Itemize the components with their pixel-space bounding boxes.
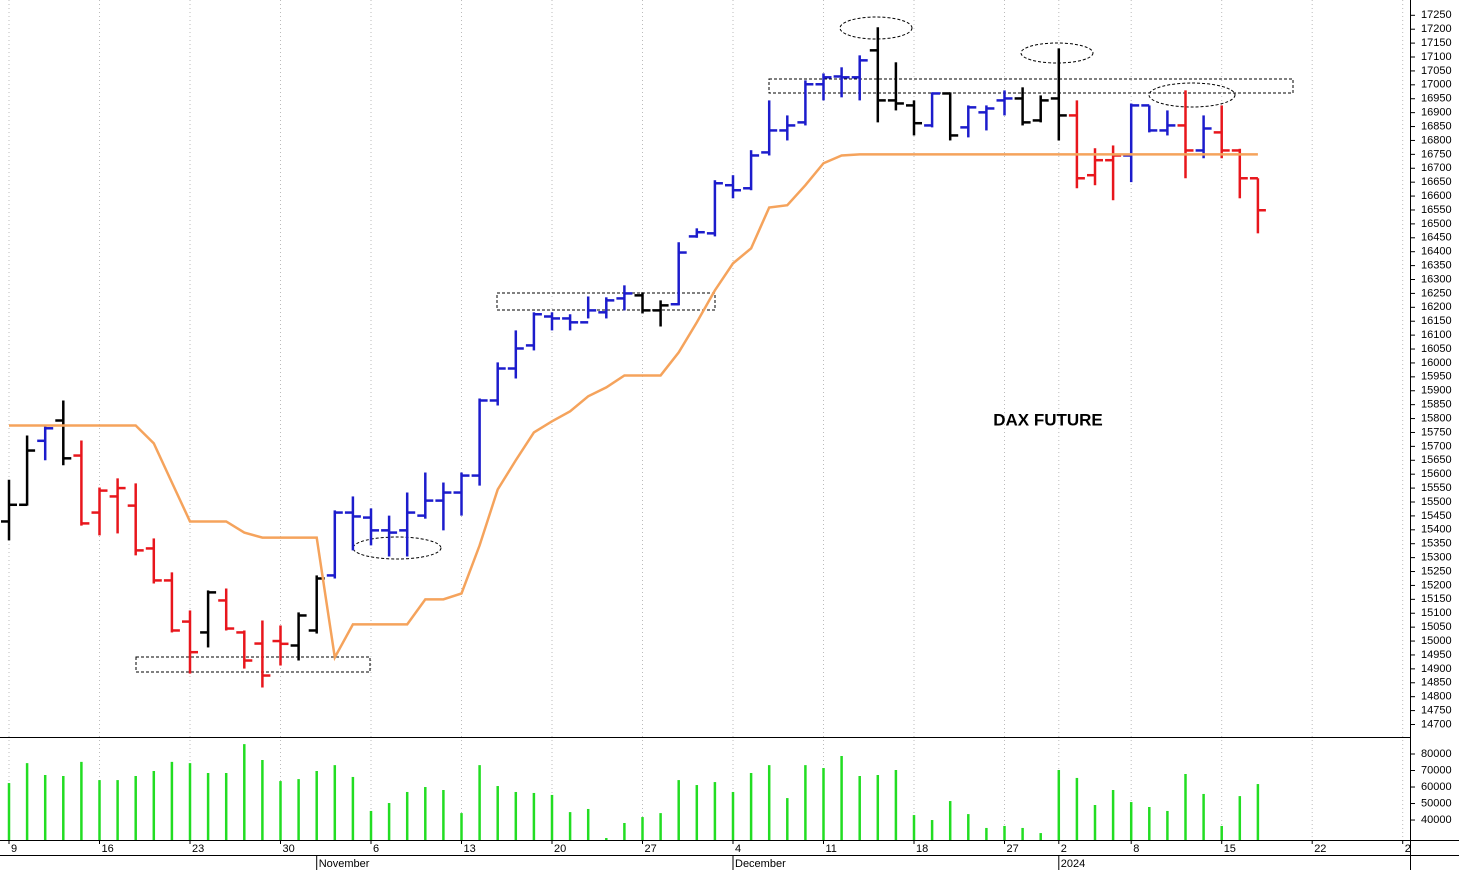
volume-tick-label: 60000	[1421, 781, 1452, 793]
range-box	[768, 78, 1294, 94]
x-tick-label: 2	[1061, 843, 1067, 855]
volume-tick-label: 70000	[1421, 764, 1452, 776]
y-tick-label: 15150	[1421, 593, 1452, 605]
x-tick-label: 16	[102, 843, 114, 855]
y-tick-label: 15950	[1421, 371, 1452, 383]
y-tick-label: 16400	[1421, 246, 1452, 258]
x-tick-label: 27	[645, 843, 657, 855]
y-tick-label: 16100	[1421, 329, 1452, 341]
x-tick-label: 15	[1224, 843, 1236, 855]
y-tick-label: 15000	[1421, 635, 1452, 647]
x-tick-label: 20	[554, 843, 566, 855]
x-tick-label: 30	[283, 843, 295, 855]
highlight-ellipse	[1148, 82, 1236, 108]
y-tick-label: 16600	[1421, 190, 1452, 202]
y-tick-label: 16450	[1421, 232, 1452, 244]
month-label: 2024	[1061, 858, 1085, 870]
y-tick-label: 16700	[1421, 162, 1452, 174]
x-tick-label: 6	[373, 843, 379, 855]
y-tick-label: 16150	[1421, 315, 1452, 327]
highlight-ellipse	[352, 536, 442, 560]
y-tick-label: 16850	[1421, 120, 1452, 132]
x-tick-label: 13	[464, 843, 476, 855]
grid	[8, 0, 1404, 840]
y-tick-label: 15550	[1421, 482, 1452, 494]
y-tick-label: 17250	[1421, 9, 1452, 21]
y-tick-label: 15750	[1421, 426, 1452, 438]
y-tick-label: 14900	[1421, 663, 1452, 675]
y-tick-label: 17200	[1421, 23, 1452, 35]
y-tick-label: 15900	[1421, 385, 1452, 397]
y-tick-label: 16750	[1421, 148, 1452, 160]
y-tick-label: 15450	[1421, 510, 1452, 522]
y-tick-label: 17150	[1421, 37, 1452, 49]
y-tick-label: 16200	[1421, 301, 1452, 313]
x-tick-label: 23	[192, 843, 204, 855]
y-tick-label: 14850	[1421, 677, 1452, 689]
stop-line	[9, 153, 1258, 662]
month-label: December	[735, 858, 786, 870]
month-label: November	[319, 858, 370, 870]
y-tick-label: 14800	[1421, 691, 1452, 703]
y-tick-label: 15700	[1421, 440, 1452, 452]
y-tick-label: 16550	[1421, 204, 1452, 216]
y-tick-label: 15200	[1421, 579, 1452, 591]
y-tick-label: 14950	[1421, 649, 1452, 661]
x-tick-label: 4	[735, 843, 741, 855]
x-tick-label: 22	[1314, 843, 1326, 855]
y-tick-label: 16000	[1421, 357, 1452, 369]
y-tick-label: 16500	[1421, 218, 1452, 230]
x-tick-label: 11	[826, 843, 837, 855]
y-tick-label: 16900	[1421, 107, 1452, 119]
y-tick-label: 15300	[1421, 552, 1452, 564]
range-box	[496, 292, 716, 311]
y-tick-label: 15250	[1421, 565, 1452, 577]
y-tick-label: 16350	[1421, 260, 1452, 272]
y-tick-label: 15800	[1421, 412, 1452, 424]
y-tick-label: 15600	[1421, 468, 1452, 480]
highlight-ellipse	[839, 16, 913, 40]
volume-tick-label: 40000	[1421, 814, 1452, 826]
y-tick-label: 17000	[1421, 79, 1452, 91]
range-box	[135, 656, 371, 673]
y-tick-label: 17100	[1421, 51, 1452, 63]
y-tick-label: 14750	[1421, 704, 1452, 716]
y-tick-label: 16950	[1421, 93, 1452, 105]
volume-tick-label: 80000	[1421, 748, 1452, 760]
y-tick-label: 16050	[1421, 343, 1452, 355]
x-tick-label: 27	[1007, 843, 1019, 855]
x-tick-label: 8	[1133, 843, 1139, 855]
y-tick-label: 16300	[1421, 273, 1452, 285]
y-tick-label: 16800	[1421, 134, 1452, 146]
y-tick-label: 15100	[1421, 607, 1452, 619]
x-tick-label: 9	[11, 843, 17, 855]
volume-tick-label: 50000	[1421, 797, 1452, 809]
y-tick-label: 15050	[1421, 621, 1452, 633]
y-tick-label: 17050	[1421, 65, 1452, 77]
y-tick-label: 15650	[1421, 454, 1452, 466]
y-tick-label: 15850	[1421, 399, 1452, 411]
y-tick-label: 14700	[1421, 718, 1452, 730]
y-tick-label: 15400	[1421, 524, 1452, 536]
x-tick-label: 18	[916, 843, 928, 855]
highlight-ellipse	[1020, 42, 1094, 64]
y-tick-label: 15350	[1421, 538, 1452, 550]
y-tick-label: 16650	[1421, 176, 1452, 188]
annotation: DAX FUTURE	[993, 410, 1103, 429]
x-tick-label: 2	[1405, 843, 1411, 855]
y-tick-label: 15500	[1421, 496, 1452, 508]
y-tick-label: 16250	[1421, 287, 1452, 299]
